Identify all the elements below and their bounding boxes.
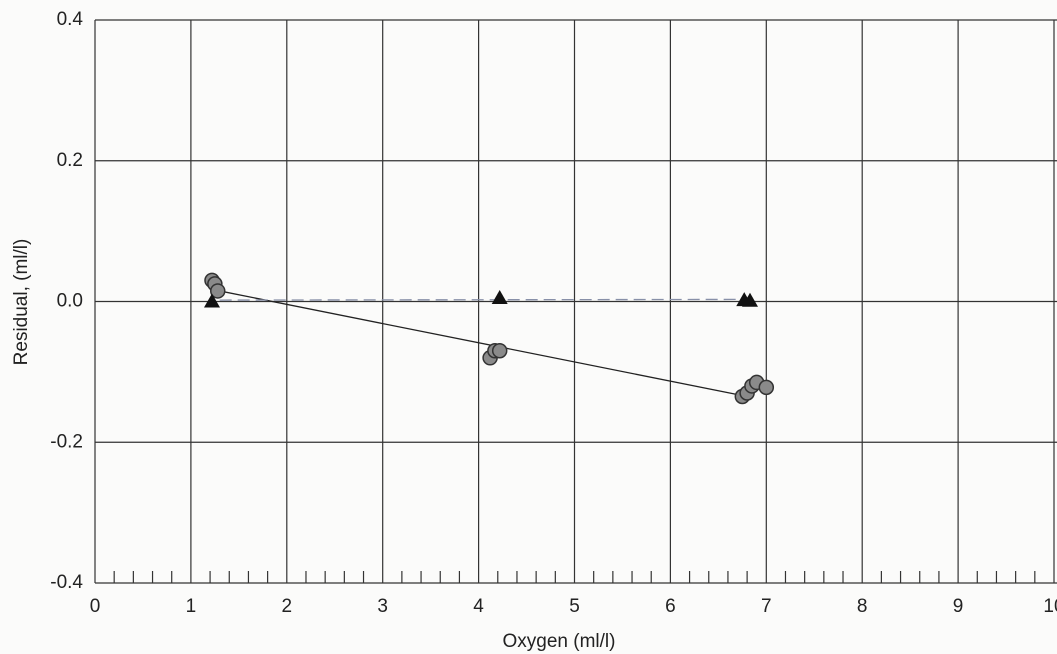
data-point <box>758 379 775 396</box>
data-point <box>210 283 226 299</box>
x-tick-label: 6 <box>665 596 676 617</box>
y-tick-label: 0.2 <box>57 150 83 171</box>
data-point <box>203 293 220 308</box>
y-axis-label: Residual, (ml/l) <box>11 239 32 366</box>
x-tick-label: 5 <box>569 596 580 617</box>
data-point <box>491 289 508 304</box>
y-tick-label: -0.2 <box>50 431 83 452</box>
y-tick-label: 0.0 <box>57 291 83 312</box>
fit-line <box>219 290 748 398</box>
x-tick-label: 2 <box>282 596 293 617</box>
x-tick-label: 8 <box>857 596 868 617</box>
x-tick-label: 9 <box>953 596 964 617</box>
x-tick-label: 3 <box>377 596 388 617</box>
y-tick-label: -0.4 <box>50 572 83 593</box>
data-point <box>741 292 758 307</box>
x-tick-label: 10 <box>1043 596 1057 617</box>
x-tick-label: 0 <box>90 596 101 617</box>
y-tick-label: 0.4 <box>57 9 84 30</box>
fit-line <box>219 298 748 301</box>
x-axis-label: Oxygen (ml/l) <box>503 631 616 652</box>
x-tick-label: 1 <box>186 596 197 617</box>
x-tick-label: 7 <box>761 596 772 617</box>
x-tick-label: 4 <box>473 596 484 617</box>
data-point <box>491 343 508 359</box>
